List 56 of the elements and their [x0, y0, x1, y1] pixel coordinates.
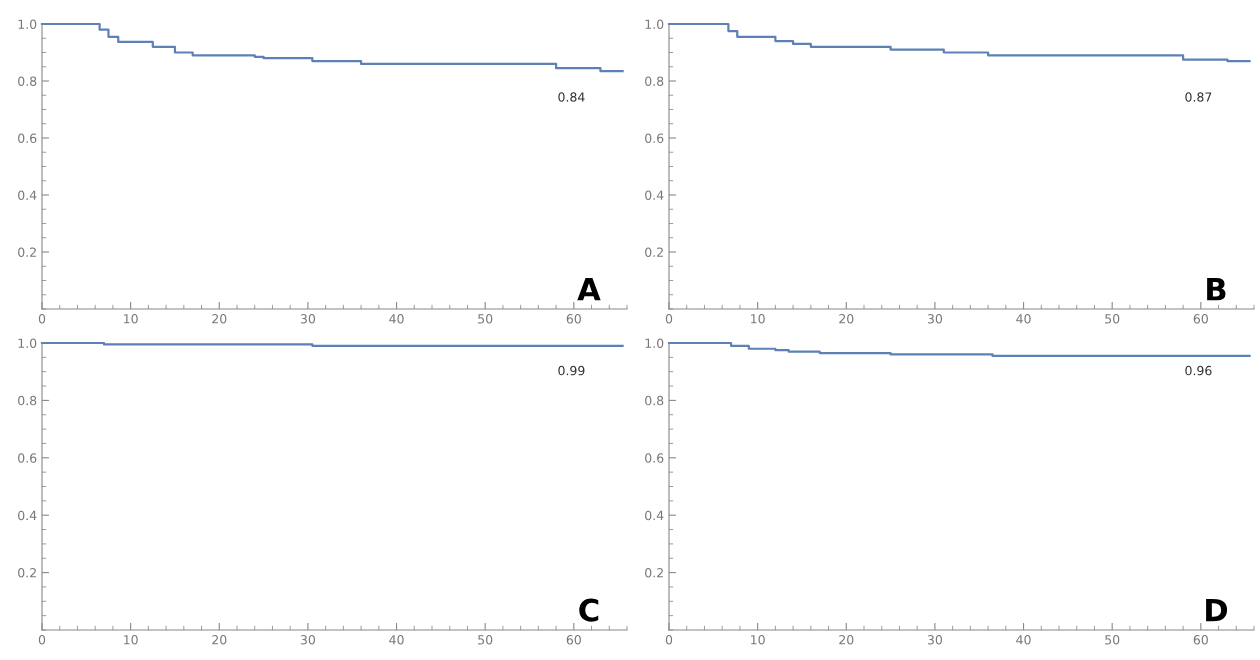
- x-tick-label: 10: [751, 314, 765, 324]
- y-tick-label: 0.2: [18, 247, 36, 257]
- annotation: 0.87: [1185, 92, 1212, 102]
- y-tick-label: 0.6: [645, 133, 664, 143]
- y-tick-label: 0.6: [18, 133, 37, 143]
- x-tick-label: 30: [300, 314, 316, 324]
- x-tick-label: 50: [1105, 635, 1120, 645]
- x-tick-label: 40: [1016, 635, 1031, 645]
- y-tick-label: 1.0: [18, 19, 37, 29]
- y-tick-label: 0.4: [645, 190, 664, 200]
- x-tick-label: 0: [38, 635, 46, 645]
- annotation: C: [579, 598, 599, 622]
- y-tick-label: 0.6: [645, 453, 664, 463]
- x-tick-label: 20: [212, 314, 227, 324]
- x-tick-label: 50: [1105, 314, 1120, 324]
- y-tick-label: 1.0: [18, 338, 37, 348]
- x-tick-label: 60: [566, 314, 581, 324]
- x-tick-label: 60: [566, 635, 581, 645]
- x-tick-label: 10: [124, 314, 138, 324]
- x-tick-label: 30: [927, 635, 943, 645]
- annotation: 0.99: [558, 365, 585, 376]
- x-tick-label: 30: [927, 314, 943, 324]
- x-tick-label: 40: [389, 314, 404, 324]
- x-tick-label: 60: [1193, 314, 1208, 324]
- y-tick-label: 0.4: [18, 190, 37, 200]
- y-tick-label: 1.0: [645, 338, 664, 348]
- x-tick-label: 10: [124, 635, 138, 645]
- x-tick-label: 30: [300, 635, 316, 645]
- x-tick-label: 40: [1016, 314, 1031, 324]
- x-tick-label: 0: [38, 314, 46, 324]
- x-tick-label: 20: [839, 314, 854, 324]
- y-tick-label: 0.8: [18, 395, 37, 406]
- x-tick-label: 10: [751, 635, 765, 645]
- x-tick-label: 60: [1193, 635, 1208, 645]
- y-tick-label: 0.2: [645, 247, 663, 257]
- annotation: D: [1206, 598, 1228, 622]
- y-tick-label: 0.4: [18, 510, 37, 521]
- annotation: B: [1207, 278, 1226, 301]
- x-tick-label: 20: [212, 635, 227, 645]
- annotation: A: [577, 278, 601, 301]
- x-tick-label: 0: [665, 314, 673, 324]
- y-tick-label: 0.8: [645, 76, 664, 86]
- y-tick-label: 0.4: [645, 510, 664, 521]
- y-tick-label: 1.0: [645, 19, 664, 29]
- y-tick-label: 0.2: [645, 568, 663, 578]
- y-tick-label: 0.6: [18, 453, 37, 463]
- x-tick-label: 50: [478, 314, 493, 324]
- y-tick-label: 0.8: [18, 76, 37, 86]
- annotation: 0.84: [558, 92, 585, 102]
- x-tick-label: 20: [839, 635, 854, 645]
- x-tick-label: 0: [665, 635, 673, 645]
- y-tick-label: 0.2: [18, 568, 36, 578]
- y-tick-label: 0.8: [645, 395, 664, 406]
- x-tick-label: 50: [478, 635, 493, 645]
- annotation: 0.96: [1185, 365, 1212, 376]
- x-tick-label: 40: [389, 635, 404, 645]
